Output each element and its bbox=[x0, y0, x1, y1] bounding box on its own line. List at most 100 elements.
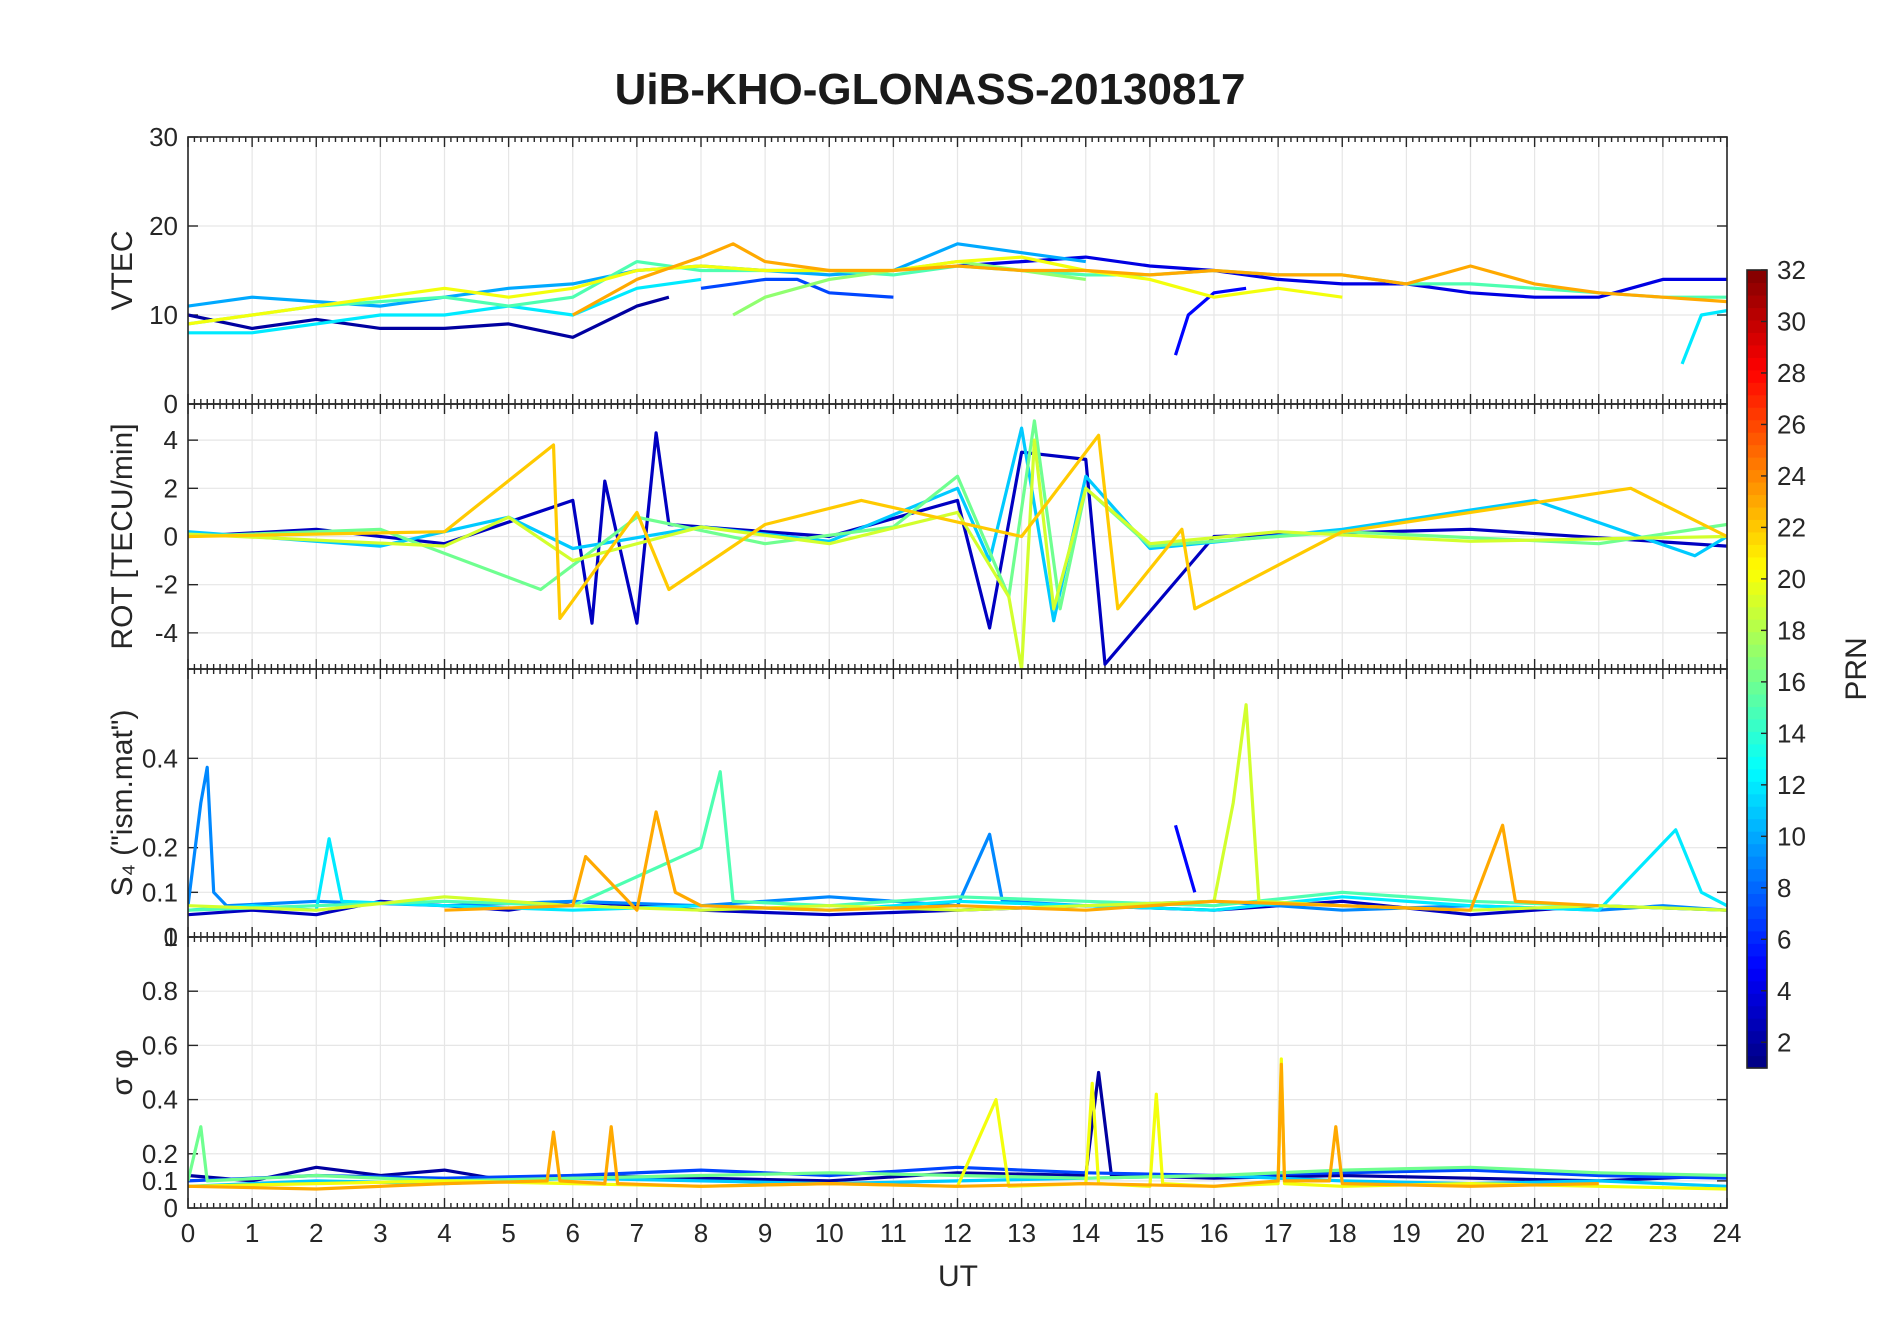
colorbar-step bbox=[1747, 444, 1767, 458]
y-tick-label: -2 bbox=[155, 570, 178, 600]
colorbar-step bbox=[1747, 918, 1767, 932]
colorbar-step bbox=[1747, 344, 1767, 358]
colorbar-step bbox=[1747, 606, 1767, 620]
x-tick-label: 0 bbox=[181, 1218, 195, 1248]
x-axis-label: UT bbox=[938, 1260, 978, 1293]
colorbar-step bbox=[1747, 294, 1767, 309]
y-axis-label: VTEC bbox=[106, 230, 139, 310]
y-axis-label: ROT [TECU/min] bbox=[106, 423, 139, 649]
x-tick-label: 17 bbox=[1264, 1218, 1293, 1248]
series-line-prn-7 bbox=[188, 1165, 1727, 1183]
colorbar-step bbox=[1747, 631, 1767, 645]
x-tick-label: 16 bbox=[1200, 1218, 1229, 1248]
colorbar-step bbox=[1747, 781, 1767, 795]
y-tick-label: 0 bbox=[164, 522, 178, 552]
colorbar-step bbox=[1747, 718, 1767, 732]
y-tick-label: 0.4 bbox=[142, 1085, 178, 1115]
colorbar-step bbox=[1747, 594, 1767, 608]
x-tick-label: 21 bbox=[1520, 1218, 1549, 1248]
y-tick-label: 0 bbox=[164, 922, 178, 952]
colorbar-tick-label: 24 bbox=[1777, 461, 1806, 491]
colorbar-step bbox=[1747, 1043, 1767, 1057]
colorbar-tick-label: 4 bbox=[1777, 976, 1791, 1006]
panel-2: -4 -2 0 2 4 ROT [TECU/min] bbox=[106, 403, 1728, 670]
series-line-prn-3 bbox=[188, 431, 1727, 666]
colorbar-step bbox=[1747, 768, 1767, 782]
colorbar-step bbox=[1747, 980, 1767, 994]
series-line-prn-23 bbox=[188, 1062, 1599, 1191]
colorbar-step bbox=[1747, 669, 1767, 683]
colorbar-step bbox=[1747, 457, 1767, 471]
colorbar-step bbox=[1747, 1005, 1767, 1019]
y-tick-label: 30 bbox=[149, 122, 178, 152]
colorbar-step bbox=[1747, 893, 1767, 907]
x-tick-label: 24 bbox=[1713, 1218, 1742, 1248]
series-line-prn-2 bbox=[188, 1070, 1727, 1183]
chart-title: UiB-KHO-GLONASS-20130817 bbox=[615, 65, 1246, 114]
colorbar-tick-label: 32 bbox=[1777, 255, 1806, 285]
series-line-prn-7 bbox=[700, 277, 894, 299]
colorbar-step bbox=[1747, 394, 1767, 408]
colorbar-tick-label: 28 bbox=[1777, 358, 1806, 388]
series-line-prn-4 bbox=[957, 255, 1727, 299]
series-line-prn-12 bbox=[1680, 309, 1727, 365]
colorbar-step bbox=[1747, 806, 1767, 820]
x-tick-label: 14 bbox=[1071, 1218, 1100, 1248]
colorbar-tick-label: 26 bbox=[1777, 409, 1806, 439]
colorbar-step bbox=[1747, 519, 1767, 533]
x-tick-label: 9 bbox=[758, 1218, 772, 1248]
colorbar-tick-label: 12 bbox=[1777, 770, 1806, 800]
panel-3: 0 0.1 0.2 0.4S₄ ("ism.mat") bbox=[106, 668, 1728, 952]
colorbar-step bbox=[1747, 706, 1767, 720]
colorbar-step bbox=[1747, 1030, 1767, 1044]
series-line-prn-11 bbox=[188, 426, 1727, 623]
colorbar-tick-label: 18 bbox=[1777, 615, 1806, 645]
x-tick-label: 10 bbox=[815, 1218, 844, 1248]
colorbar-step bbox=[1747, 743, 1767, 757]
colorbar-tick-label: 16 bbox=[1777, 667, 1806, 697]
series-line-prn-2 bbox=[188, 295, 670, 339]
y-tick-label: 0.2 bbox=[142, 833, 178, 863]
x-tick-label: 7 bbox=[630, 1218, 644, 1248]
colorbar-frame bbox=[1746, 269, 1768, 1069]
series-group bbox=[188, 242, 1727, 365]
y-tick-label: 2 bbox=[164, 473, 178, 503]
colorbar-step bbox=[1747, 332, 1767, 346]
series-group bbox=[188, 703, 1727, 917]
series-line-prn-19 bbox=[188, 438, 1727, 669]
x-tick-label: 6 bbox=[566, 1218, 580, 1248]
y-tick-label: 0.4 bbox=[142, 743, 178, 773]
colorbar-step bbox=[1747, 1055, 1767, 1069]
colorbar-step bbox=[1747, 955, 1767, 969]
colorbar-step bbox=[1747, 868, 1767, 882]
colorbar-step bbox=[1747, 494, 1767, 508]
y-tick-label: 0 bbox=[164, 389, 178, 419]
x-tick-label: 12 bbox=[943, 1218, 972, 1248]
colorbar-label: PRN bbox=[1840, 637, 1873, 700]
y-axis-label: S₄ ("ism.mat") bbox=[106, 710, 139, 897]
series-line-prn-12 bbox=[188, 277, 702, 335]
colorbar-step bbox=[1747, 319, 1767, 333]
x-tick-label: 20 bbox=[1456, 1218, 1485, 1248]
colorbar-step bbox=[1747, 282, 1767, 296]
x-tick-label: 1 bbox=[245, 1218, 259, 1248]
colorbar-step bbox=[1747, 556, 1767, 570]
x-tick-label: 4 bbox=[437, 1218, 451, 1248]
colorbar-step bbox=[1747, 880, 1767, 895]
x-tick-label: 3 bbox=[373, 1218, 387, 1248]
x-tick-label: 15 bbox=[1135, 1218, 1164, 1248]
series-line-prn-23 bbox=[572, 242, 1727, 317]
colorbar-tick-label: 14 bbox=[1777, 718, 1806, 748]
colorbar-step bbox=[1747, 644, 1767, 658]
colorbar-step bbox=[1747, 506, 1767, 520]
colorbar-step bbox=[1747, 818, 1767, 832]
colorbar-step bbox=[1747, 307, 1767, 321]
y-tick-label: 0.1 bbox=[142, 877, 178, 907]
x-tick-label: 19 bbox=[1392, 1218, 1421, 1248]
x-tick-label: 11 bbox=[880, 1218, 907, 1248]
colorbar-step bbox=[1747, 481, 1767, 496]
y-tick-label: 10 bbox=[149, 300, 178, 330]
y-tick-label: 0.8 bbox=[142, 976, 178, 1006]
